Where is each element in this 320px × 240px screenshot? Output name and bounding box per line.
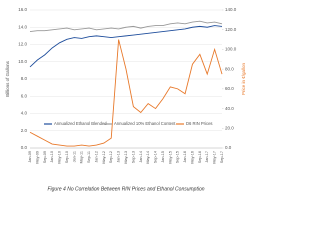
x-tick-label: May-12 <box>102 151 106 164</box>
y2-tick-label: 20.0 <box>225 125 234 130</box>
x-tick-label: Jan-11 <box>72 151 76 162</box>
x-tick-label: Jan-10 <box>50 151 54 163</box>
x-tick-label: Sep-17 <box>220 151 224 163</box>
y2-axis-title: Price in ¢/gallon <box>241 62 246 95</box>
x-tick-label: Jan-17 <box>205 151 209 163</box>
x-tick-label: Sep-15 <box>176 151 180 163</box>
x-tick-label: Sep-16 <box>198 151 202 163</box>
series-line <box>29 39 223 147</box>
x-tick-label: May-11 <box>80 151 84 163</box>
x-tick-label: Sep-10 <box>65 151 69 163</box>
y2-tick-label: 60.0 <box>225 86 234 91</box>
y-tick-label: 10.0 <box>18 59 27 64</box>
y-tick-label: 12.0 <box>18 42 27 47</box>
legend-label: Annualized 10% Ethanol Content <box>114 121 176 126</box>
x-tick-label: Jan-13 <box>117 151 121 163</box>
x-tick-label: May-17 <box>213 151 217 164</box>
x-tick-label: May-14 <box>146 151 150 164</box>
x-tick-label: Sep-12 <box>109 151 113 163</box>
y-tick-label: 2.0 <box>21 128 28 133</box>
y-tick-label: 16.0 <box>18 7 27 12</box>
x-tick-label: Jan-15 <box>161 151 165 163</box>
y-tick-label: 0.0 <box>21 145 28 150</box>
legend-label: D6 RIN Prices <box>186 121 213 126</box>
x-tick-label: May-09 <box>35 151 39 164</box>
x-tick-label: Jan-12 <box>94 151 98 163</box>
caption: Figure 4 No Correlation Between RIN Pric… <box>47 186 204 192</box>
series-line <box>29 20 223 33</box>
y-tick-label: 8.0 <box>21 76 28 81</box>
y2-tick-label: 120.0 <box>225 27 237 32</box>
x-tick-label: Sep-13 <box>131 151 135 163</box>
x-tick-label: May-13 <box>124 151 128 164</box>
legend-label: Annualized Ethanol Blended <box>54 121 107 126</box>
y2-tick-label: 0.0 <box>225 145 232 150</box>
y-tick-label: 4.0 <box>21 111 28 116</box>
y2-tick-label: 140.0 <box>225 7 237 12</box>
x-tick-label: May-16 <box>190 151 194 164</box>
x-tick-label: Sep-14 <box>154 151 158 163</box>
x-tick-label: Sep-11 <box>87 151 91 163</box>
chart: Billions of Gallons Price in ¢/gallon Fi… <box>5 7 246 192</box>
page: {"chart_data": {"type": "line", "caption… <box>5 7 247 193</box>
x-tick-label: May-15 <box>168 151 172 164</box>
x-tick-label: May-10 <box>58 151 62 164</box>
y2-tick-label: 80.0 <box>225 66 234 71</box>
x-tick-label: Jan-16 <box>183 151 187 163</box>
y-axis-title: Billions of Gallons <box>5 60 10 97</box>
y-tick-label: 14.0 <box>18 24 27 29</box>
x-tick-label: Jan-14 <box>139 151 143 163</box>
series-line <box>29 25 223 68</box>
y2-tick-label: 40.0 <box>225 106 234 111</box>
y-tick-label: 6.0 <box>21 93 28 98</box>
y2-tick-label: 100.0 <box>225 47 237 52</box>
x-tick-label: Jan-09 <box>28 151 32 163</box>
x-tick-label: Sep-09 <box>43 151 47 163</box>
